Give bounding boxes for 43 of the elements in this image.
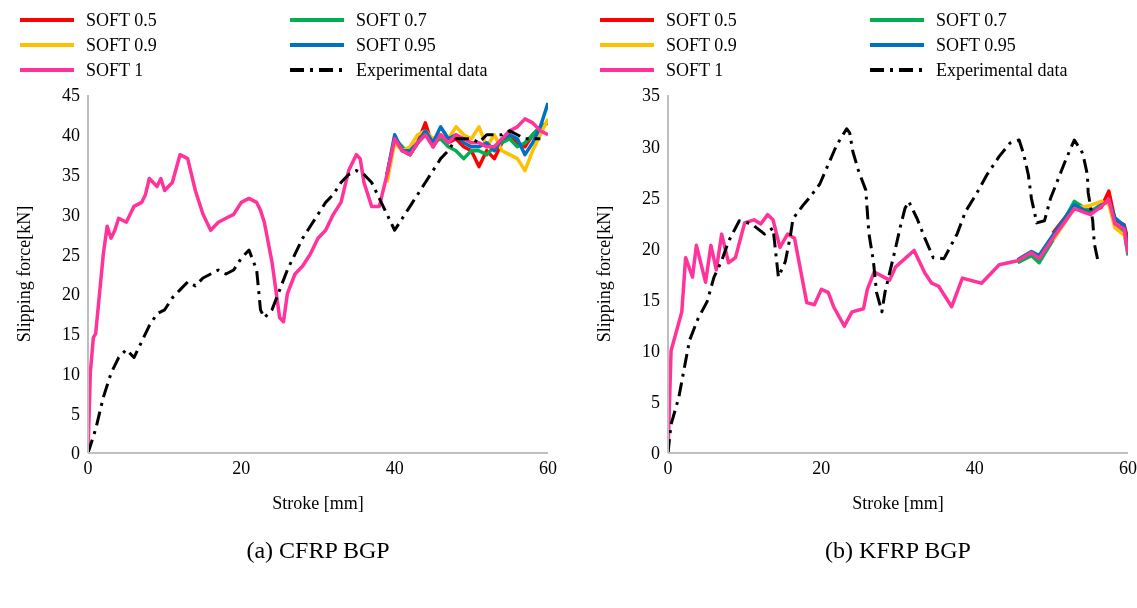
legend-label: SOFT 0.9: [666, 34, 737, 56]
legend-label: SOFT 0.95: [356, 34, 436, 56]
y-tick-label: 35: [62, 164, 80, 185]
legend-label: SOFT 0.5: [86, 9, 157, 31]
text: (b) KFRP BGP: [824, 537, 972, 564]
legend-label: SOFT 1: [86, 59, 144, 81]
y-tick-label: 10: [62, 363, 80, 384]
y-tick-label: 10: [642, 341, 660, 362]
x-tick-label: 20: [232, 457, 251, 478]
x-axis-title: Stroke [mm]: [272, 493, 364, 513]
x-tick-label: 40: [385, 457, 404, 478]
x-tick-label: 60: [1119, 457, 1137, 478]
y-tick-label: 30: [62, 204, 80, 225]
y-tick-label: 5: [71, 403, 80, 424]
y-axis-title: Slipping force[kN]: [594, 205, 615, 343]
y-tick-label: 0: [651, 443, 660, 464]
line-series: [668, 127, 1100, 453]
text: (a) CFRP BGP: [245, 537, 391, 564]
y-tick-label: 0: [71, 443, 80, 464]
legend-label: SOFT 0.7: [356, 9, 427, 31]
y-tick-label: 15: [642, 289, 660, 310]
legend-label: SOFT 0.95: [936, 34, 1016, 56]
legend-label: Experimental data: [356, 59, 488, 81]
y-tick-label: 20: [62, 284, 80, 305]
y-tick-label: 20: [642, 238, 660, 259]
y-tick-label: 25: [642, 187, 660, 208]
legend-label: SOFT 0.5: [666, 9, 737, 31]
legend-label: Experimental data: [936, 59, 1068, 81]
y-tick-label: 35: [642, 85, 660, 106]
y-tick-label: 45: [62, 85, 80, 106]
y-axis-title: Slipping force[kN]: [14, 205, 35, 343]
x-tick-label: 40: [965, 457, 984, 478]
y-tick-label: 25: [62, 244, 80, 265]
y-tick-label: 5: [651, 392, 660, 413]
legend-label: SOFT 0.7: [936, 9, 1007, 31]
y-tick-label: 15: [62, 324, 80, 345]
legend-label: SOFT 0.9: [86, 34, 157, 56]
x-tick-label: 60: [539, 457, 557, 478]
y-tick-label: 40: [62, 125, 80, 146]
legend-label: SOFT 1: [666, 59, 724, 81]
x-axis-title: Stroke [mm]: [852, 493, 944, 513]
y-tick-label: 30: [642, 136, 660, 157]
x-tick-label: 20: [812, 457, 831, 478]
